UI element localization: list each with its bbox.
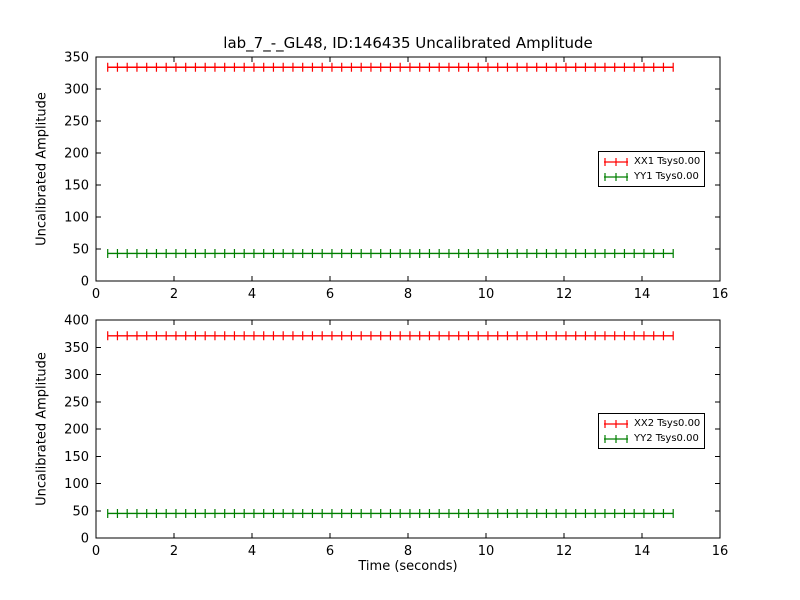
subplot-top: 0 2 4 6 8 10 12 14 16 0 50 100 150 200 250 300 350 (64, 51, 728, 303)
subplot-bottom: 0 2 4 6 8 10 12 14 16 0 50 100 150 200 250 300 350 400 (64, 314, 728, 560)
x-tick-label: 2 (170, 287, 178, 302)
y-tick-label: 300 (64, 368, 89, 383)
y-tick-label: 250 (64, 395, 89, 410)
x-tick-label: 6 (326, 287, 334, 302)
x-tick-label: 10 (478, 544, 495, 559)
legend-label: YY1 Tsys0.00 (634, 170, 699, 182)
y-tick-label: 300 (64, 83, 89, 98)
x-tick-label: 8 (404, 287, 412, 302)
plot-title: lab_7_-_GL48, ID:146435 Uncalibrated Amp… (223, 34, 593, 52)
legend-label: YY2 Tsys0.00 (634, 432, 699, 444)
legend-entry: YY1 Tsys0.00 (603, 169, 700, 184)
y-tick-label: 0 (81, 275, 89, 290)
x-tick-label: 14 (634, 544, 651, 559)
legend-entry: XX1 Tsys0.00 (603, 154, 700, 169)
x-tick-label: 4 (248, 287, 256, 302)
legend-line-sample (604, 434, 628, 443)
series-markers-yy2 (107, 508, 674, 518)
series-markers-xx1 (107, 62, 674, 72)
x-tick-label: 14 (634, 287, 651, 302)
legend-top: XX1 Tsys0.00 YY1 Tsys0.00 (598, 151, 706, 187)
y-tick-label: 50 (72, 243, 89, 258)
y-tick-label: 200 (64, 423, 89, 438)
y-tick-label: 150 (64, 450, 89, 465)
x-tick-label: 0 (92, 544, 100, 559)
x-tick-label: 8 (404, 544, 412, 559)
series-markers-yy1 (107, 248, 674, 258)
x-axis-label: Time (seconds) (358, 559, 458, 574)
legend-line-sample (604, 419, 628, 428)
y-tick-label: 350 (64, 51, 89, 66)
legend-line-sample (604, 172, 628, 181)
axis-ticks (95, 56, 721, 282)
legend-entry: YY2 Tsys0.00 (603, 431, 700, 446)
y-tick-label: 150 (64, 179, 89, 194)
legend-bottom: XX2 Tsys0.00 YY2 Tsys0.00 (598, 413, 706, 449)
x-tick-label: 16 (712, 287, 729, 302)
y-tick-label: 100 (64, 211, 89, 226)
x-tick-label: 16 (712, 544, 729, 559)
legend-entry: XX2 Tsys0.00 (603, 416, 700, 431)
legend-label: XX2 Tsys0.00 (634, 417, 701, 429)
x-tick-label: 12 (556, 287, 573, 302)
y-tick-label: 100 (64, 477, 89, 492)
y-tick-label: 400 (64, 314, 89, 329)
x-tick-label: 4 (248, 544, 256, 559)
x-tick-label: 0 (92, 287, 100, 302)
legend-label: XX1 Tsys0.00 (634, 155, 701, 167)
y-tick-label: 0 (81, 532, 89, 547)
legend-line-sample (604, 157, 628, 166)
y-tick-label: 250 (64, 115, 89, 130)
x-tick-label: 6 (326, 544, 334, 559)
y-tick-label: 350 (64, 341, 89, 356)
x-tick-label: 10 (478, 287, 495, 302)
y-tick-label: 200 (64, 147, 89, 162)
x-tick-label: 2 (170, 544, 178, 559)
axis-ticks (95, 319, 721, 539)
y-tick-label: 50 (72, 504, 89, 519)
series-markers-xx2 (107, 331, 674, 341)
x-tick-label: 12 (556, 544, 573, 559)
